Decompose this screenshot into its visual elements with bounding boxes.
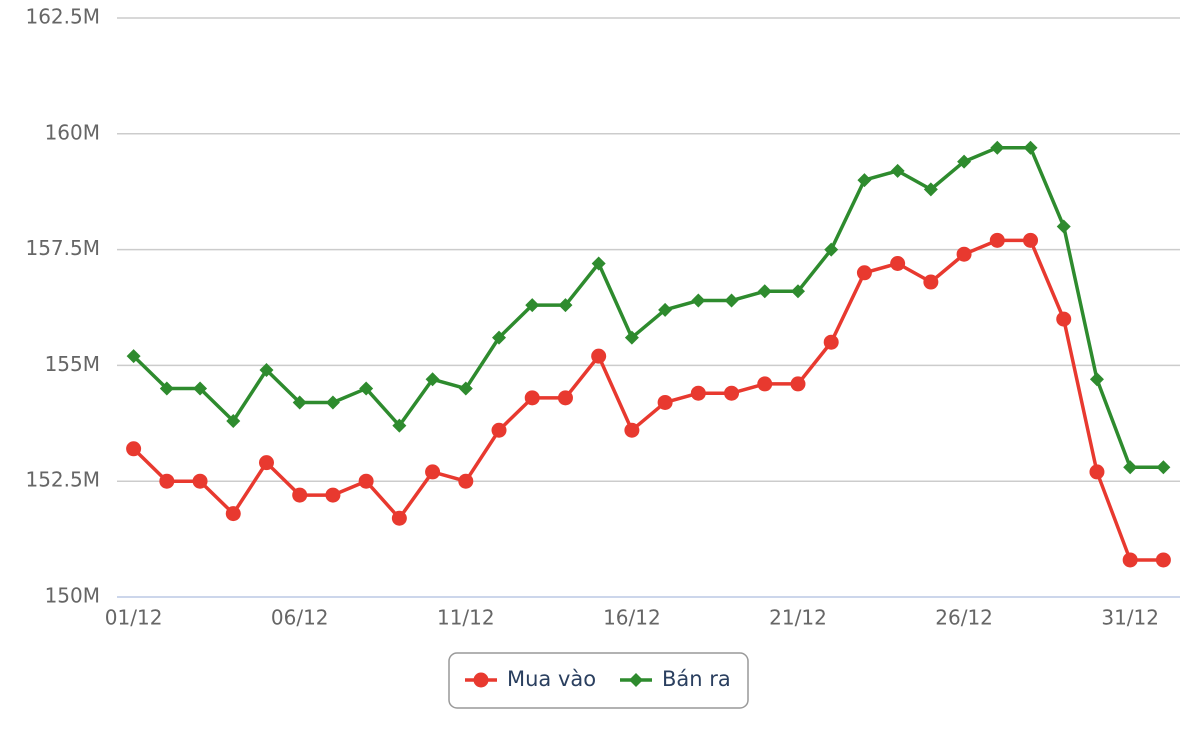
point [258, 455, 274, 471]
point [989, 232, 1005, 248]
point [956, 246, 972, 262]
point [890, 163, 905, 178]
point [757, 284, 772, 299]
y-tick-label: 162.5M [25, 5, 100, 29]
point [159, 473, 175, 489]
point [624, 422, 640, 438]
point [325, 395, 340, 410]
point [890, 255, 906, 271]
point [690, 385, 706, 401]
legend-label: Mua vào [507, 667, 596, 691]
point [225, 506, 241, 522]
point [724, 385, 740, 401]
point [923, 274, 939, 290]
point [857, 173, 872, 188]
point [557, 390, 573, 406]
point [458, 473, 474, 489]
legend-marker [473, 672, 489, 688]
point [757, 376, 773, 392]
point [1023, 232, 1039, 248]
point [624, 330, 639, 345]
point [824, 242, 839, 257]
legend: Mua vào Bán ra [465, 667, 731, 691]
x-tick-label: 11/12 [437, 606, 495, 630]
point [1122, 552, 1138, 568]
y-tick-label: 157.5M [25, 236, 100, 260]
point [192, 473, 208, 489]
point [492, 330, 507, 345]
point [425, 372, 440, 387]
point [823, 334, 839, 350]
x-tick-label: 01/12 [105, 606, 163, 630]
point [591, 256, 606, 271]
point [193, 381, 208, 396]
x-tick-label: 26/12 [935, 606, 993, 630]
series-line [132, 145, 1164, 470]
point [856, 265, 872, 281]
y-tick-label: 155M [45, 352, 100, 376]
point [126, 349, 141, 364]
point [1123, 460, 1138, 475]
point [923, 182, 938, 197]
point [358, 473, 374, 489]
y-tick-label: 160M [45, 120, 100, 144]
x-tick-label: 21/12 [769, 606, 827, 630]
point [724, 293, 739, 308]
point [957, 154, 972, 169]
point [558, 298, 573, 313]
point [525, 298, 540, 313]
point [126, 441, 142, 457]
point [159, 381, 174, 396]
y-tick-label: 150M [45, 584, 100, 608]
legend-marker [629, 673, 643, 687]
series-line [132, 238, 1164, 562]
point [259, 363, 274, 378]
point [458, 381, 473, 396]
point [591, 348, 607, 364]
point [1156, 460, 1171, 475]
point [990, 140, 1005, 155]
point [657, 394, 673, 410]
point [691, 293, 706, 308]
x-tick-label: 16/12 [603, 606, 661, 630]
point [658, 302, 673, 317]
point [1155, 552, 1171, 568]
point [790, 376, 806, 392]
point [1023, 140, 1038, 155]
point [425, 464, 441, 480]
legend-box [448, 652, 749, 709]
point [790, 284, 805, 299]
point [325, 487, 341, 503]
point [292, 395, 307, 410]
point [1089, 464, 1105, 480]
point [1056, 311, 1072, 327]
point [392, 418, 407, 433]
x-tick-label: 31/12 [1101, 606, 1159, 630]
y-tick-label: 152.5M [25, 468, 100, 492]
point [491, 422, 507, 438]
point [292, 487, 308, 503]
point [1056, 219, 1071, 234]
point [524, 390, 540, 406]
legend-label: Bán ra [662, 667, 731, 691]
point [1089, 372, 1104, 387]
x-tick-label: 06/12 [271, 606, 329, 630]
point [226, 413, 241, 428]
point [359, 381, 374, 396]
point [391, 510, 407, 526]
